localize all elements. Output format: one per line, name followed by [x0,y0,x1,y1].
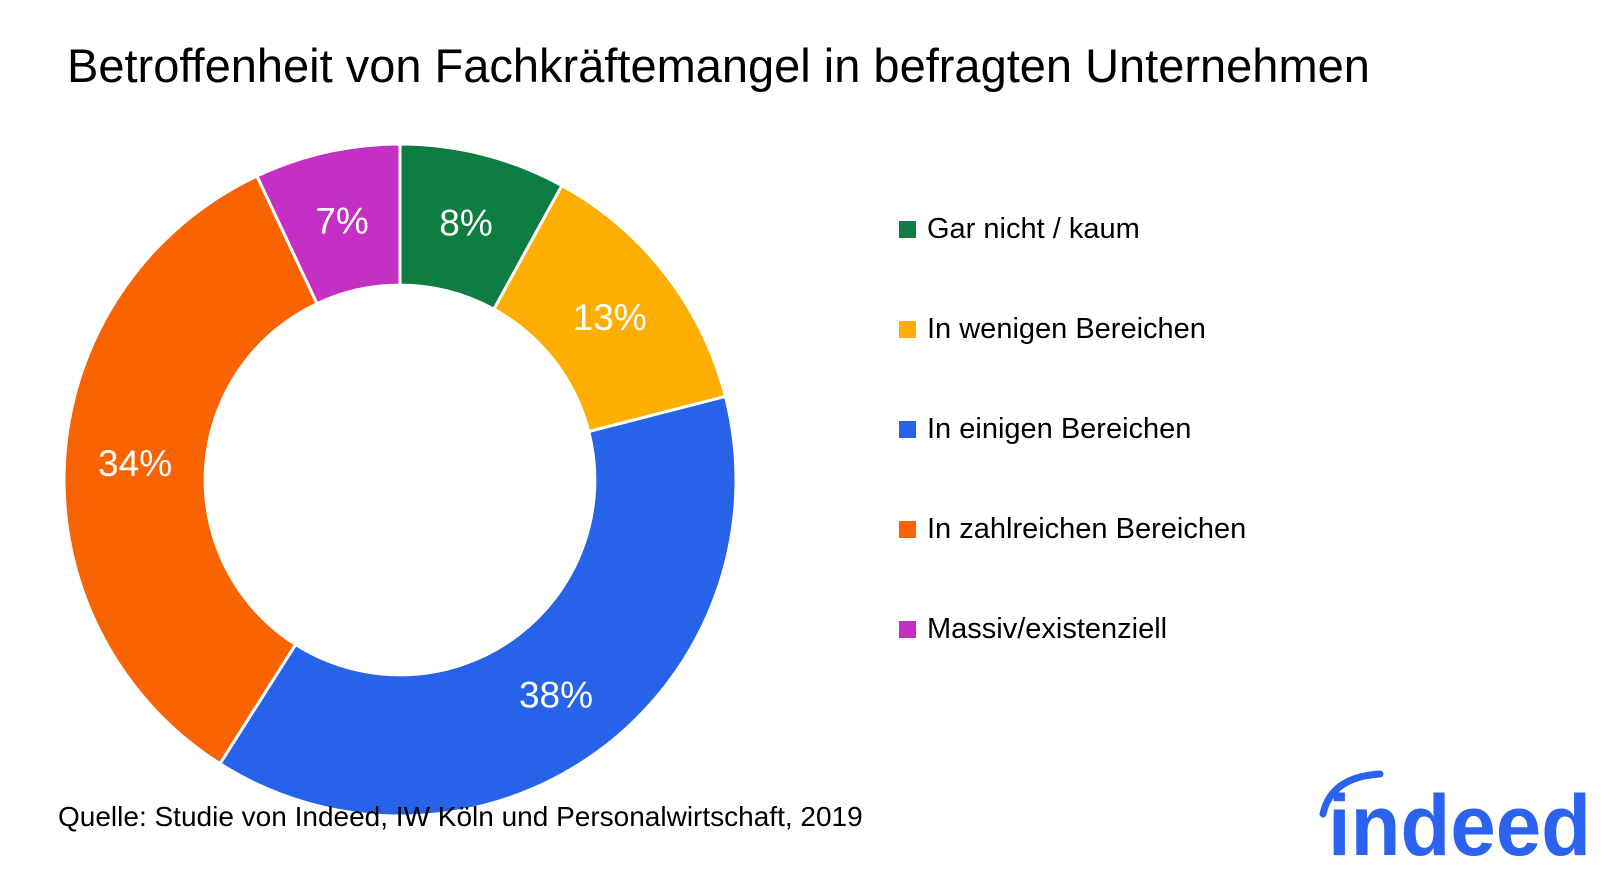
indeed-logo-graphic: indeed [1319,770,1591,871]
indeed-logo: indeed [1318,762,1603,871]
slice-label-2: 38% [519,674,593,715]
legend-label: In wenigen Bereichen [927,313,1206,345]
legend-label: In einigen Bereichen [927,413,1192,445]
slice-label-0: 8% [439,202,492,243]
indeed-logo-text: indeed [1328,778,1591,862]
source-note: Quelle: Studie von Indeed, IW Köln und P… [58,801,863,832]
legend-label: In zahlreichen Bereichen [927,513,1247,545]
legend-swatch-blue [899,420,916,438]
legend-item-zahlreiche-bereiche: In zahlreichen Bereichen [899,512,1246,546]
legend-swatch-orange [899,520,916,538]
donut-chart-container: 8% 13% 38% 34% 7% [60,140,740,820]
legend-label: Massiv/existenziell [927,613,1168,645]
slice-label-3: 34% [98,443,172,484]
legend-item-einige-bereiche: In einigen Bereichen [899,412,1246,446]
legend-item-wenige-bereiche: In wenigen Bereichen [899,312,1246,346]
donut-chart: 8% 13% 38% 34% 7% [62,142,738,818]
pie-slice-3 [62,174,319,766]
legend-label: Gar nicht / kaum [927,213,1140,245]
legend-item-gar-nicht: Gar nicht / kaum [899,212,1246,246]
pie-slice-2 [218,394,738,818]
legend-swatch-green [899,220,916,238]
legend-swatch-magenta [899,620,916,638]
legend: Gar nicht / kaum In wenigen Bereichen In… [899,212,1246,646]
indeed-logo-arc [1319,770,1384,818]
chart-title: Betroffenheit von Fachkräftemangel in be… [67,39,1370,92]
legend-item-massiv: Massiv/existenziell [899,612,1246,646]
legend-swatch-yellow [899,320,916,338]
pie-slice-4 [255,142,402,306]
slice-label-1: 13% [573,297,647,338]
slice-label-4: 7% [315,200,368,241]
